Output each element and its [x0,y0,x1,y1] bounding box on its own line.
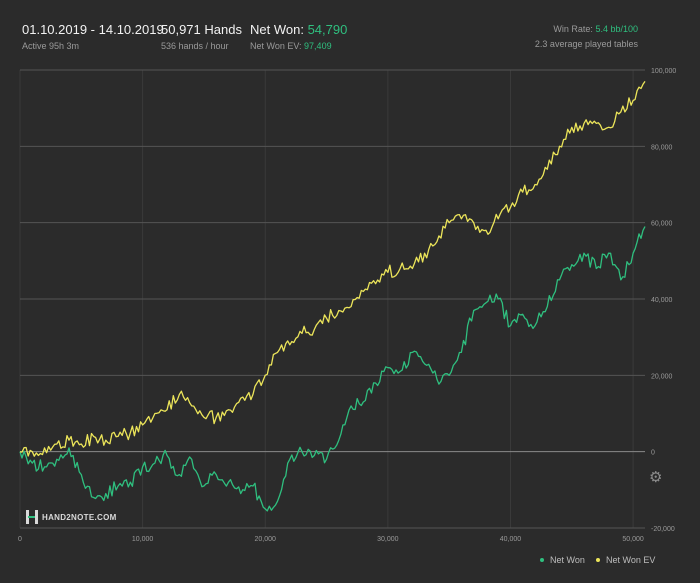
legend-label-net-won: Net Won [550,555,585,565]
stats-header: 01.10.2019 - 14.10.2019 Active 95h 3m 50… [0,0,700,60]
net-won-ev-value: 97,409 [304,41,332,51]
y-tick-label: 40,000 [651,297,673,304]
date-range: 01.10.2019 - 14.10.2019 [22,22,164,37]
active-time: Active 95h 3m [22,41,80,51]
y-tick-label: -20,000 [651,526,675,533]
date-range-block: 01.10.2019 - 14.10.2019 Active 95h 3m [22,22,164,51]
hands-block: 50,971 Hands 536 hands / hour [161,22,242,51]
x-tick-label: 0 [18,536,22,543]
net-won-ev-label: Net Won EV: [250,41,302,51]
average-tables: 2.3 average played tables [534,39,638,49]
x-tick-label: 10,000 [132,536,154,543]
x-tick-label: 30,000 [377,536,399,543]
y-tick-label: 60,000 [651,221,673,228]
legend-marker-net-won [540,558,544,562]
x-tick-label: 50,000 [622,536,644,543]
x-tick-label: 40,000 [500,536,522,543]
hands-rate: 536 hands / hour [161,41,229,51]
gear-icon[interactable]: ⚙ [649,469,663,486]
win-rate-value: 5.4 bb/100 [595,24,638,34]
net-won: Net Won: 54,790 [250,22,347,37]
logo-text: HAND2NOTE.COM [42,512,117,522]
y-tick-label: 100,000 [651,68,676,75]
win-rate-block: Win Rate: 5.4 bb/100 2.3 average played … [535,24,638,49]
legend-item-net-won-ev[interactable]: Net Won EV [596,555,655,565]
win-rate-label: Win Rate: [553,24,593,34]
net-won-ev: Net Won EV: 97,409 [250,41,347,51]
net-won-label: Net Won: [250,22,304,37]
win-rate: Win Rate: 5.4 bb/100 [535,24,638,34]
legend-label-net-won-ev: Net Won EV [606,555,656,565]
y-tick-label: 20,000 [651,373,673,380]
legend-item-net-won[interactable]: Net Won [540,555,585,565]
hands-count: 50,971 Hands [161,22,242,37]
logo-mark [26,510,38,524]
y-tick-label: 0 [651,450,655,457]
legend-marker-net-won-ev [596,558,600,562]
y-tick-label: 80,000 [651,144,673,151]
x-tick-label: 20,000 [255,536,277,543]
series-line-net-won [19,226,646,512]
series-line-net-won-ev [19,81,646,457]
hand2note-logo: HAND2NOTE.COM [26,510,117,524]
net-won-block: Net Won: 54,790 Net Won EV: 97,409 [250,22,347,51]
net-won-value: 54,790 [307,22,348,37]
